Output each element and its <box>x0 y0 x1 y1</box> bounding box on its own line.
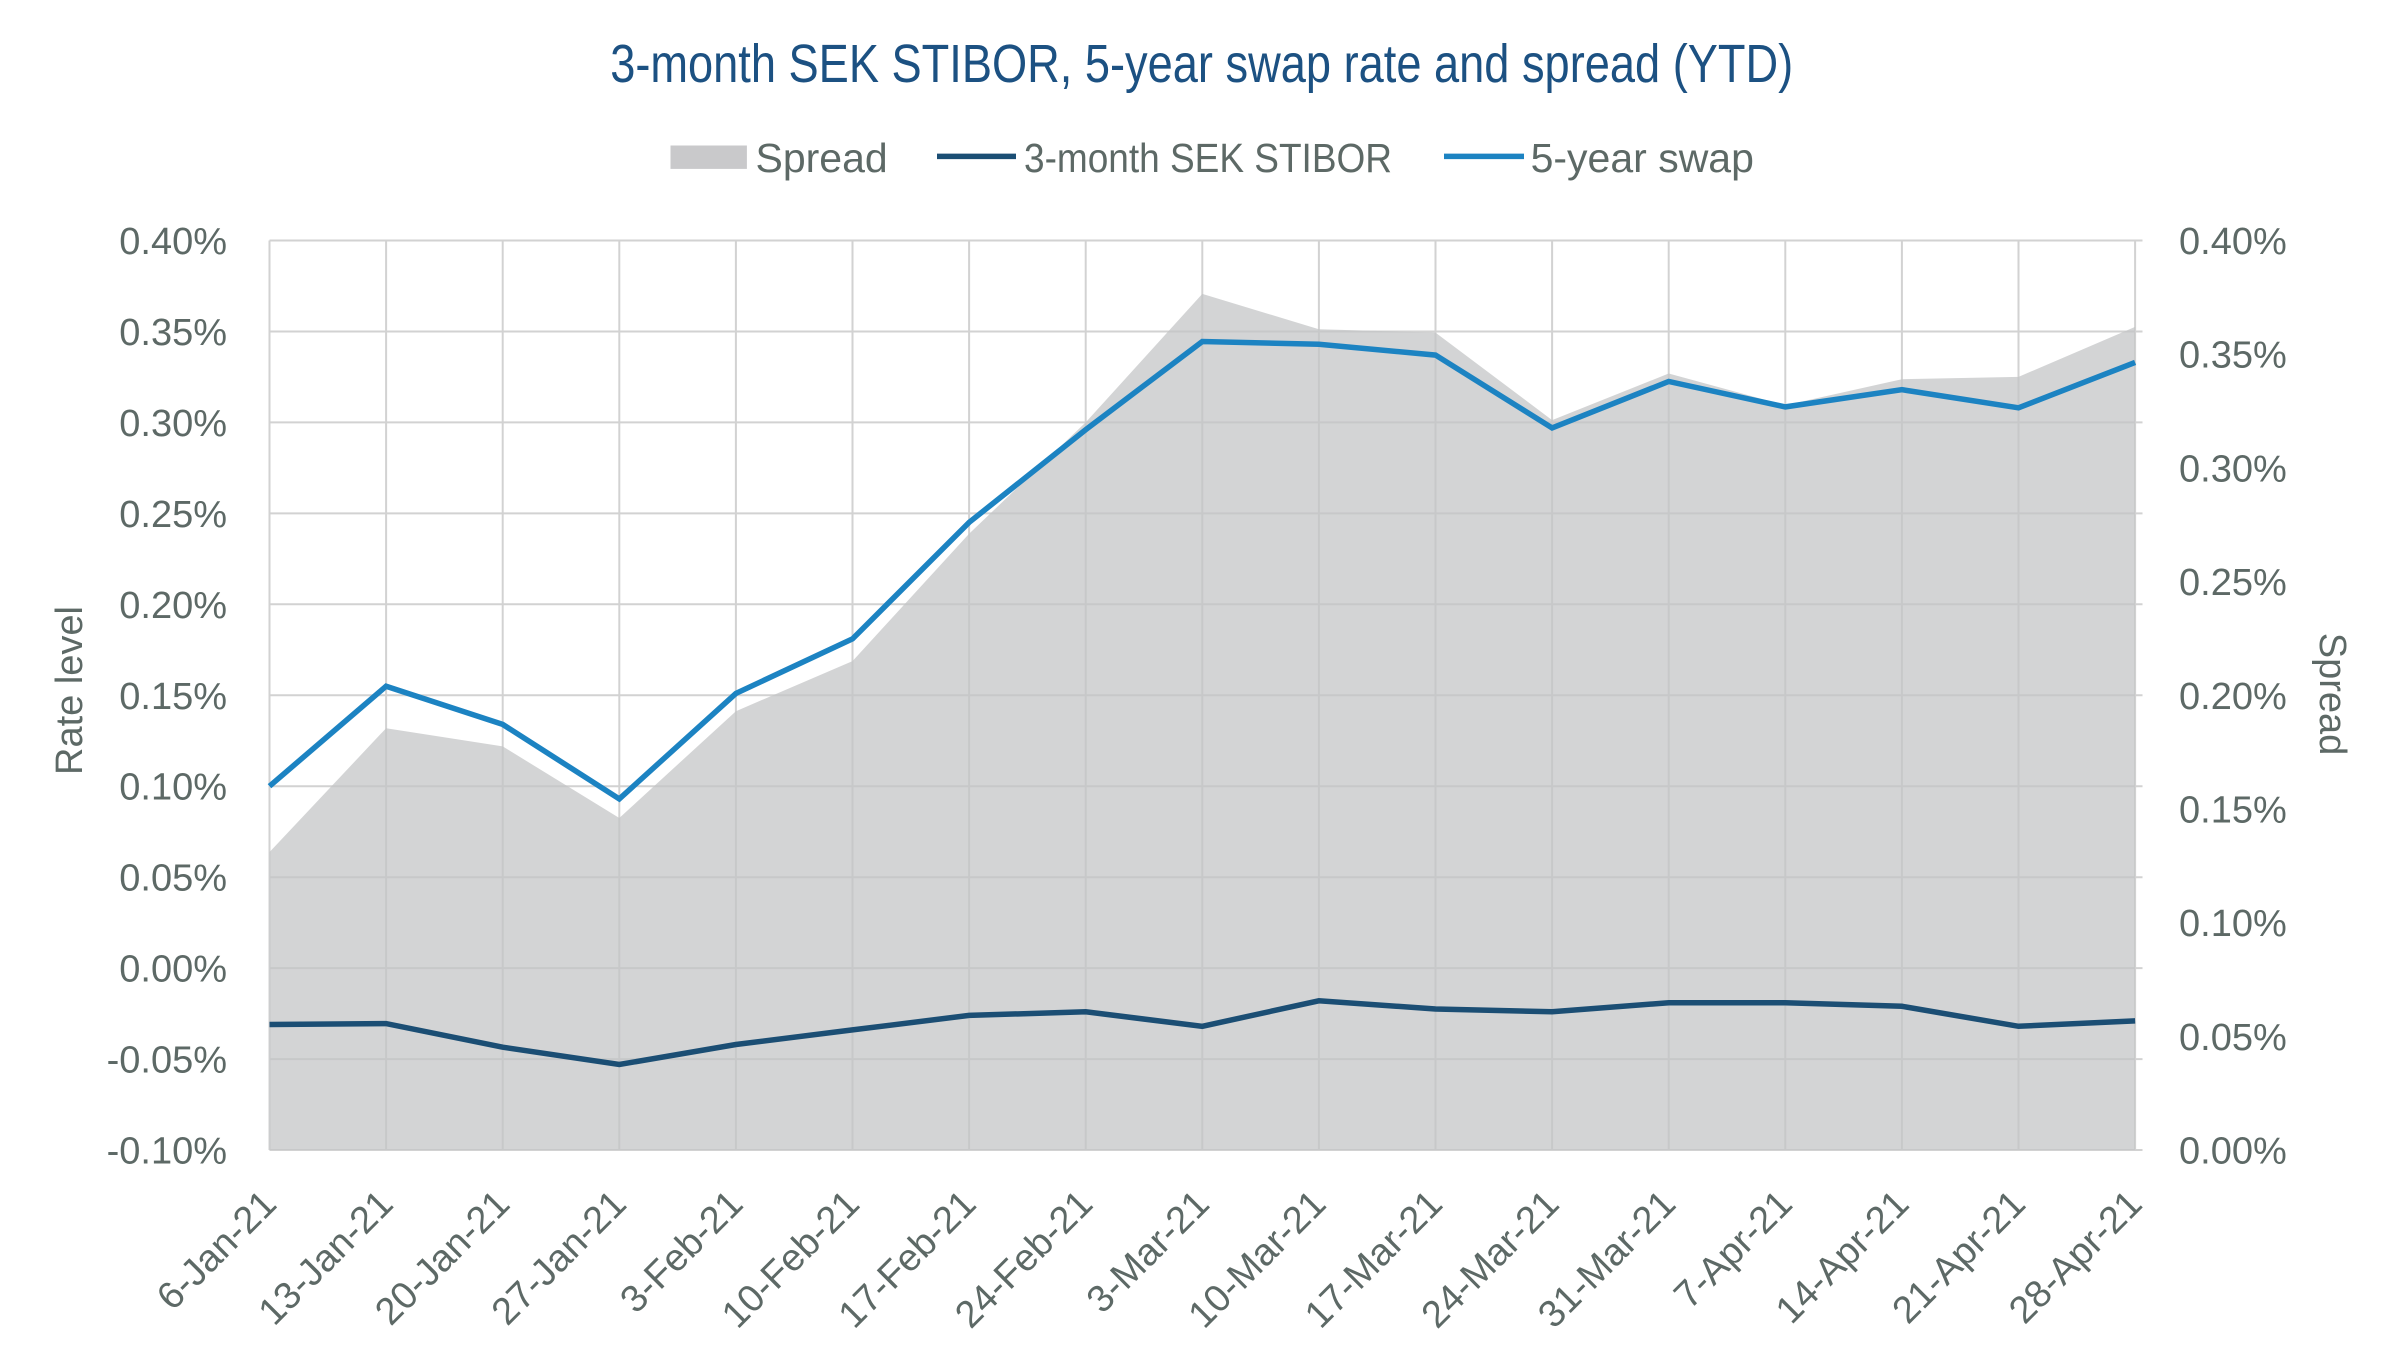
svg-text:0.30%: 0.30% <box>119 403 227 445</box>
svg-text:0.30%: 0.30% <box>2179 448 2287 490</box>
svg-text:0.25%: 0.25% <box>2179 562 2287 604</box>
svg-text:0.05%: 0.05% <box>119 858 227 900</box>
svg-text:Rate level: Rate level <box>49 606 91 775</box>
svg-text:Spread: Spread <box>2311 633 2353 756</box>
svg-text:0.10%: 0.10% <box>2179 903 2287 945</box>
svg-text:0.40%: 0.40% <box>2179 221 2287 263</box>
svg-text:0.35%: 0.35% <box>2179 335 2287 377</box>
svg-text:0.15%: 0.15% <box>2179 789 2287 831</box>
svg-text:0.10%: 0.10% <box>119 767 227 809</box>
svg-text:0.25%: 0.25% <box>119 494 227 536</box>
svg-text:0.05%: 0.05% <box>2179 1017 2287 1059</box>
svg-text:0.20%: 0.20% <box>119 585 227 627</box>
svg-text:-0.05%: -0.05% <box>107 1040 227 1082</box>
svg-text:0.35%: 0.35% <box>119 312 227 354</box>
svg-text:Spread: Spread <box>756 135 888 181</box>
svg-text:5-year swap: 5-year swap <box>1531 135 1754 181</box>
svg-text:0.40%: 0.40% <box>119 221 227 263</box>
svg-text:0.20%: 0.20% <box>2179 676 2287 718</box>
svg-text:3-month SEK STIBOR: 3-month SEK STIBOR <box>1024 135 1392 181</box>
svg-text:0.00%: 0.00% <box>2179 1131 2287 1173</box>
svg-text:-0.10%: -0.10% <box>107 1131 227 1173</box>
svg-text:3-month SEK STIBOR, 5-year swa: 3-month SEK STIBOR, 5-year swap rate and… <box>610 34 1793 94</box>
svg-text:0.15%: 0.15% <box>119 676 227 718</box>
svg-text:0.00%: 0.00% <box>119 949 227 991</box>
